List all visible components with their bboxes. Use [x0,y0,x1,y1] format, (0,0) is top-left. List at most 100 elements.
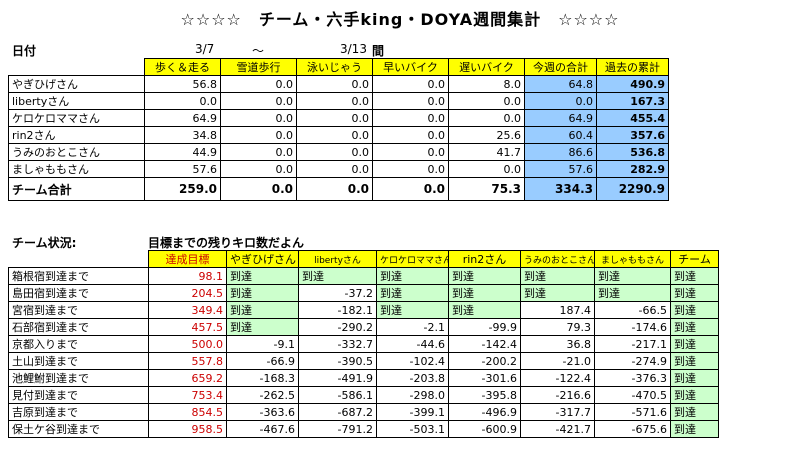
target-distance: 753.4 [148,386,227,404]
weekly-cell: 0.0 [296,92,373,110]
weekly-cell: 56.8 [144,75,221,93]
milestone-name: 見付到達まで [8,386,149,404]
remaining-cell: -399.1 [376,403,449,421]
milestone-name: 島田宿到達まで [8,284,149,302]
remaining-cell: -687.2 [298,403,377,421]
status-header-cell: 達成目標 [148,250,227,268]
status-header-cell: rin2さん [448,250,521,268]
status-header-cell: ましゃももさん [594,250,671,268]
member-name: ケロケロママさん [8,109,145,127]
weekly-cell: 57.6 [144,160,221,178]
status-row: 保土ケ谷到達まで 958.5 -467.6 -791.2 -503.1 -600.9 -42… [8,420,719,438]
target-distance: 204.5 [148,284,227,302]
weekly-total-row: チーム合計 259.0 0.0 0.0 0.0 75.3 334.3 2290.9 [8,177,669,201]
remaining-cell: 到達 [226,284,299,302]
remaining-cell: -571.6 [594,403,671,421]
remaining-cell: -174.6 [594,318,671,336]
weekly-cell: 0.0 [220,92,297,110]
remaining-cell: -317.7 [520,403,595,421]
remaining-cell: 到達 [448,301,521,319]
remaining-cell: 到達 [670,267,719,285]
weekly-cell: 0.0 [296,109,373,127]
status-row: 石部宿到達まで 457.5 到達 -290.2 -2.1 -99.9 79.3 -174.6 到… [8,318,719,336]
remaining-cell: -2.1 [376,318,449,336]
remaining-cell: 到達 [226,267,299,285]
remaining-cell: -66.9 [226,352,299,370]
weekly-cell: 0.0 [372,160,449,178]
remaining-cell: 到達 [376,301,449,319]
team-total-cell: 2290.9 [596,177,669,201]
status-header-cell: チーム [670,250,719,268]
weekly-header-cell: 早いバイク [372,58,449,76]
date-suffix: 間 [372,44,385,58]
weekly-cell: 0.0 [296,160,373,178]
remaining-cell: -298.0 [376,386,449,404]
weekly-cell: 64.8 [524,75,597,93]
remaining-cell: -376.3 [594,369,671,387]
status-row: 島田宿到達まで 204.5 到達 -37.2 到達 到達 到達 到達 到達 [8,284,719,302]
weekly-cell: 0.0 [296,75,373,93]
status-row: 見付到達まで 753.4 -262.5 -586.1 -298.0 -395.8 -216.… [8,386,719,404]
remaining-cell: -262.5 [226,386,299,404]
weekly-cell: 455.4 [596,109,669,127]
weekly-cell: 0.0 [220,126,297,144]
remaining-cell: 到達 [670,335,719,353]
status-row: 吉原到達まで 854.5 -363.6 -687.2 -399.1 -496.9 -317.… [8,403,719,421]
status-header-cell: やぎひげさん [226,250,299,268]
weekly-cell: 57.6 [524,160,597,178]
weekly-cell: 0.0 [372,143,449,161]
weekly-header-cell: 雪道歩行 [220,58,297,76]
weekly-header-cell: 歩く＆走る [144,58,221,76]
status-header-cell [9,251,149,268]
remaining-cell: 到達 [376,284,449,302]
remaining-cell: -99.9 [448,318,521,336]
remaining-cell: -274.9 [594,352,671,370]
remaining-cell: 到達 [520,267,595,285]
target-distance: 659.2 [148,369,227,387]
remaining-cell: 到達 [670,369,719,387]
weekly-cell: 64.9 [524,109,597,127]
target-distance: 557.8 [148,352,227,370]
weekly-cell: 0.0 [372,109,449,127]
remaining-cell: -66.5 [594,301,671,319]
weekly-cell: 0.0 [220,160,297,178]
weekly-cell: 282.9 [596,160,669,178]
date-end: 3/13 [340,42,367,56]
remaining-cell: 到達 [670,420,719,438]
status-row: 京都入りまで 500.0 -9.1 -332.7 -44.6 -142.4 36.8 -217… [8,335,719,353]
weekly-cell: 25.6 [448,126,525,144]
status-table: 達成目標 やぎひげさん libertyさん ケロケロママさん rin2さん うみのおとこさ… [8,250,719,438]
milestone-name: 吉原到達まで [8,403,149,421]
weekly-cell: 167.3 [596,92,669,110]
team-total-cell: 334.3 [524,177,597,201]
status-row: 宮宿到達まで 349.4 到達 -182.1 到達 到達 187.4 -66.5 到達 [8,301,719,319]
weekly-cell: 64.9 [144,109,221,127]
remaining-cell: -182.1 [298,301,377,319]
remaining-cell: 到達 [448,284,521,302]
status-header-cell: ケロケロママさん [376,250,449,268]
weekly-row: ケロケロママさん 64.9 0.0 0.0 0.0 0.0 64.9 455.4 [8,109,669,127]
member-name: rin2さん [8,126,145,144]
weekly-cell: 0.0 [372,75,449,93]
status-row: 箱根宿到達まで 98.1 到達 到達 到達 到達 到達 到達 到達 [8,267,719,285]
weekly-row: libertyさん 0.0 0.0 0.0 0.0 0.0 0.0 167.3 [8,92,669,110]
remaining-cell: -44.6 [376,335,449,353]
remaining-cell: -496.9 [448,403,521,421]
remaining-cell: -586.1 [298,386,377,404]
remaining-cell: 到達 [520,284,595,302]
remaining-cell: -37.2 [298,284,377,302]
weekly-cell: 536.8 [596,143,669,161]
team-total-label: チーム合計 [8,177,145,201]
remaining-cell: -290.2 [298,318,377,336]
remaining-cell: -142.4 [448,335,521,353]
remaining-cell: -168.3 [226,369,299,387]
target-distance: 98.1 [148,267,227,285]
weekly-row: ましゃももさん 57.6 0.0 0.0 0.0 0.0 57.6 282.9 [8,160,669,178]
remaining-cell: 到達 [376,267,449,285]
remaining-cell: 到達 [226,301,299,319]
weekly-cell: 0.0 [372,126,449,144]
weekly-cell: 0.0 [296,143,373,161]
team-total-cell: 75.3 [448,177,525,201]
remaining-cell: 到達 [226,318,299,336]
member-name: ましゃももさん [8,160,145,178]
